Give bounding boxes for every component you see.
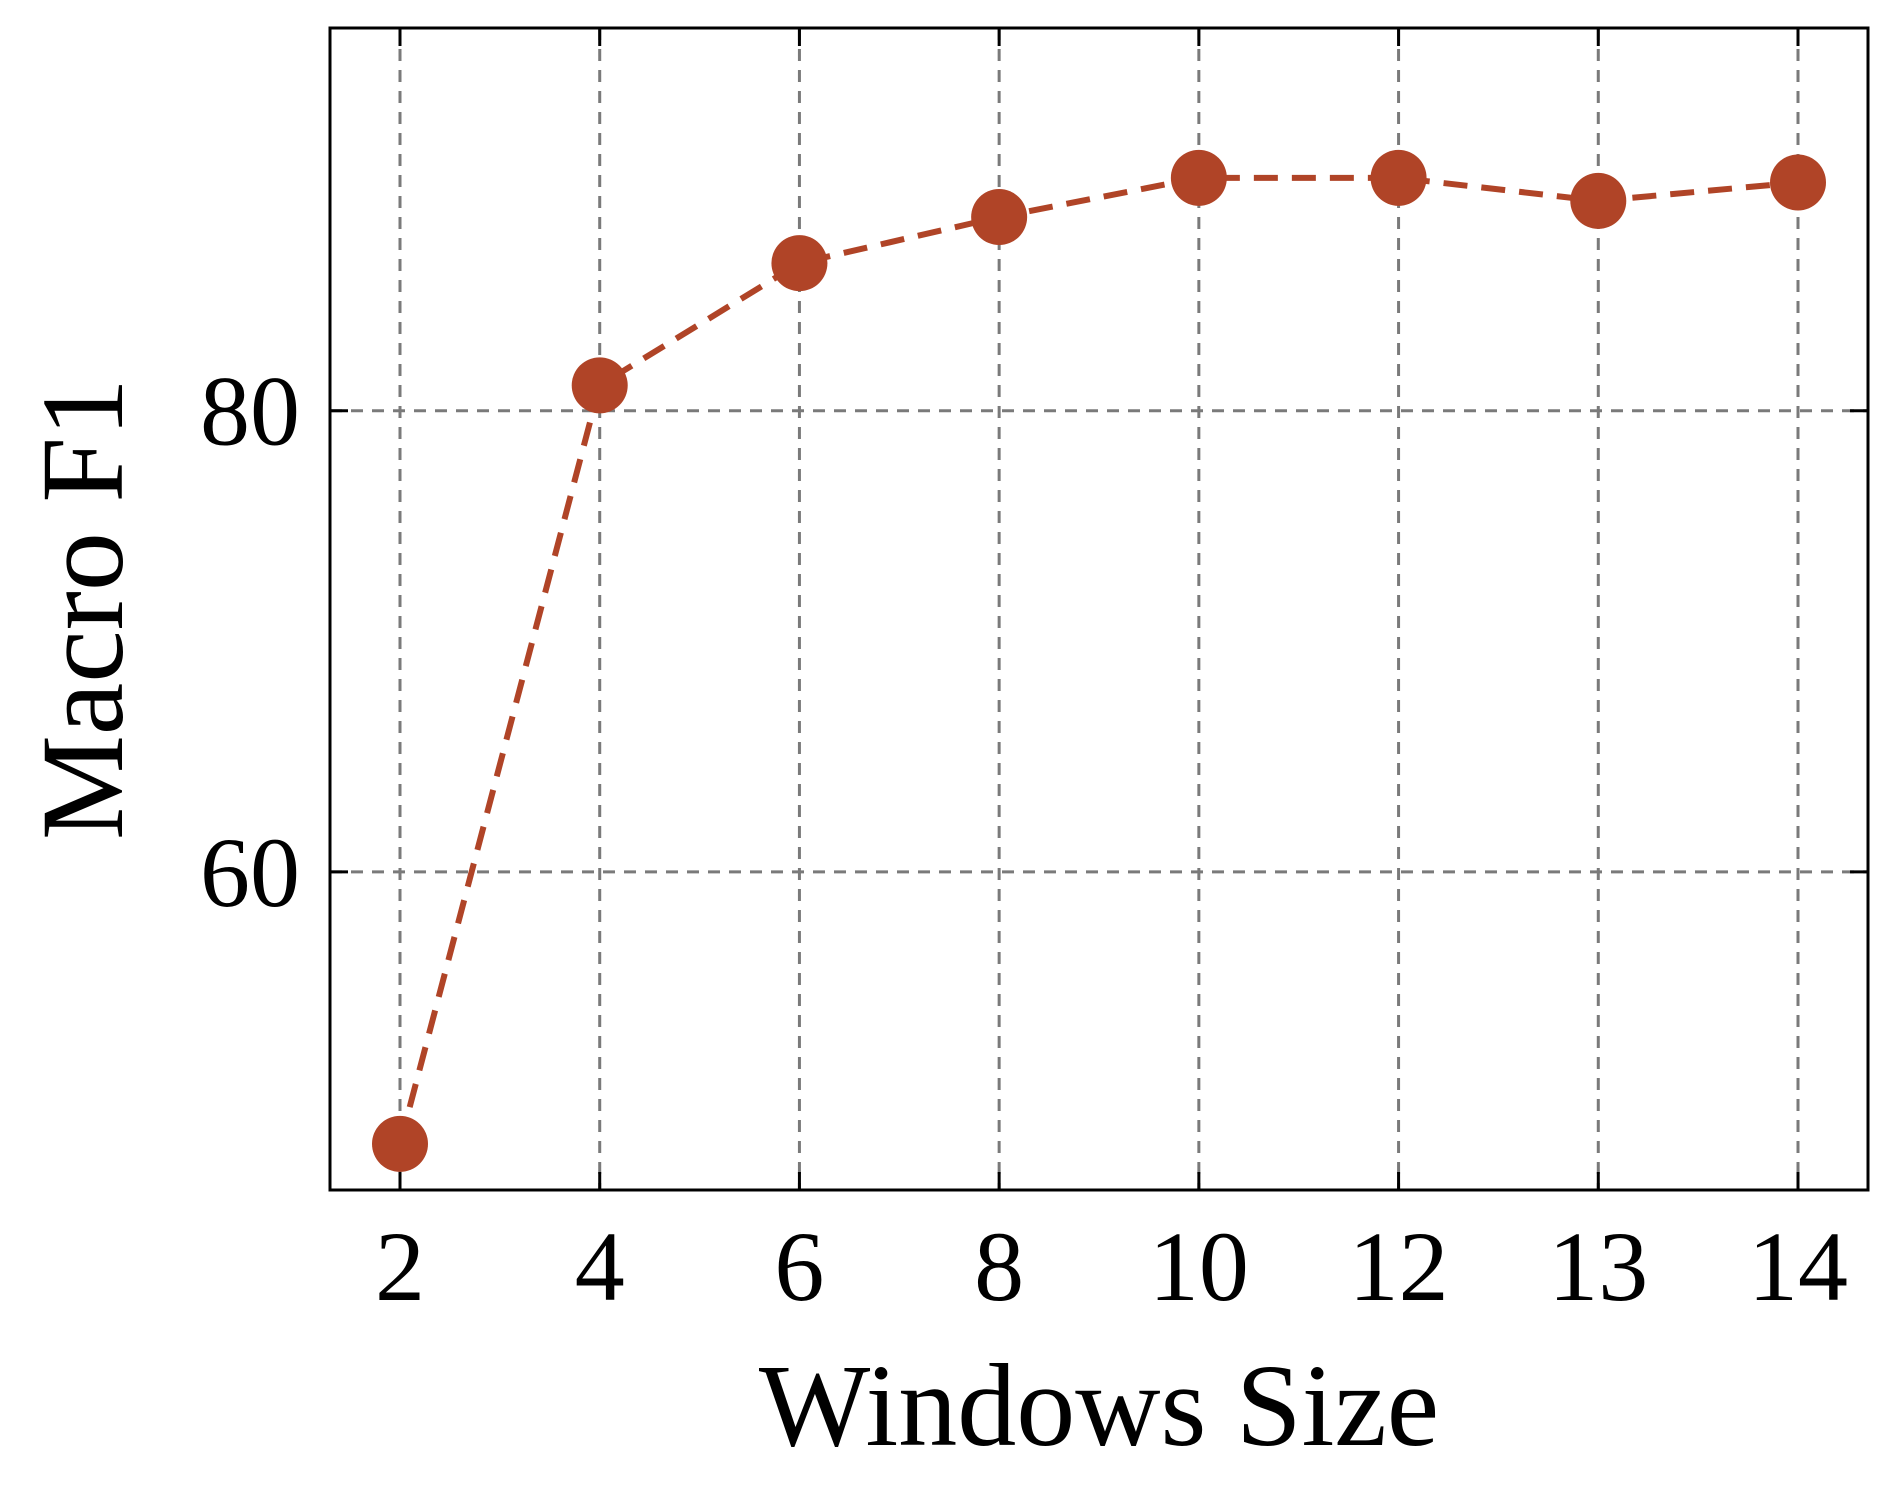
data-point — [1770, 154, 1826, 211]
data-point — [571, 357, 628, 414]
data-point — [1170, 149, 1227, 206]
x-tick-label: 12 — [1349, 1211, 1449, 1322]
x-tick-label: 13 — [1548, 1211, 1648, 1322]
plot-frame — [328, 26, 1870, 1192]
tick-marks — [330, 28, 1868, 1190]
grid — [330, 28, 1868, 1190]
x-tick-label: 10 — [1149, 1211, 1249, 1322]
x-tick-label: 2 — [375, 1211, 425, 1322]
data-point — [771, 235, 828, 292]
data-point — [971, 189, 1028, 246]
x-axis-title: Windows Size — [759, 1340, 1439, 1471]
x-tick-label: 8 — [974, 1211, 1024, 1322]
data-point — [1370, 149, 1427, 206]
y-tick-label: 80 — [200, 356, 300, 467]
y-axis-title: Macro F1 — [17, 378, 148, 840]
data-point — [372, 1115, 428, 1172]
x-tick-label: 6 — [774, 1211, 824, 1322]
x-tick-label: 14 — [1748, 1211, 1848, 1322]
x-tick-label: 4 — [575, 1211, 625, 1322]
tick-labels: 2 4 6 8 10 12 13 14 60 80 — [200, 356, 1848, 1322]
series — [372, 149, 1826, 1172]
data-point — [1570, 172, 1627, 229]
y-tick-label: 60 — [200, 817, 300, 928]
series-line — [397, 174, 1799, 1145]
